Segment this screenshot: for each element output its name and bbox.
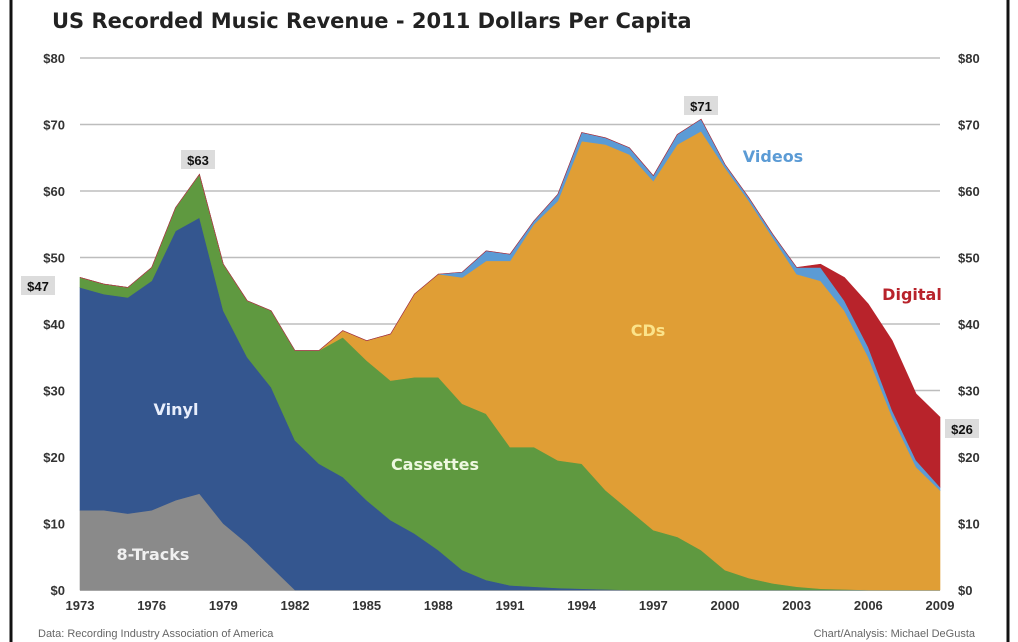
y-tick-label-left: $40	[43, 317, 65, 332]
area-digital	[79, 118, 941, 488]
series-labels: 8-Tracks Vinyl Cassettes CDs Videos Digital	[117, 147, 942, 564]
x-tick-label: 1994	[567, 598, 597, 613]
y-tick-label-left: $80	[43, 51, 65, 66]
y-tick-label-right: $30	[958, 384, 980, 399]
y-tick-label-left: $10	[43, 517, 65, 532]
series-label-cds: CDs	[631, 321, 666, 340]
y-tick-label-right: $10	[958, 517, 980, 532]
series-label-vinyl: Vinyl	[154, 400, 199, 419]
callout-box	[684, 96, 718, 115]
y-tick-label-left: $30	[43, 384, 65, 399]
source-note: Data: Recording Industry Association of …	[38, 628, 274, 640]
callout-box	[945, 419, 979, 438]
y-tick-label-right: $70	[958, 118, 980, 133]
y-tick-label-right: $40	[958, 317, 980, 332]
y-tick-label-left: $50	[43, 251, 65, 266]
x-tick-label: 1988	[424, 598, 453, 613]
x-tick-label: 1979	[209, 598, 238, 613]
y-tick-label-right: $0	[958, 583, 972, 598]
y-tick-label-right: $80	[958, 51, 980, 66]
x-tick-label: 2000	[711, 598, 740, 613]
x-tick-label: 1991	[496, 598, 525, 613]
y-tick-label-right: $20	[958, 450, 980, 465]
y-tick-label-left: $20	[43, 450, 65, 465]
callout-label: $63	[187, 153, 209, 168]
x-tick-label: 1973	[66, 598, 95, 613]
x-tick-label: 2009	[926, 598, 955, 613]
callout-label: $47	[27, 279, 49, 294]
series-label-cassettes: Cassettes	[391, 455, 479, 474]
credit-note: Chart/Analysis: Michael DeGusta	[814, 628, 976, 640]
x-tick-label: 1985	[352, 598, 381, 613]
y-tick-label-right: $60	[958, 184, 980, 199]
value-callouts: $47 $63 $71 $26	[21, 96, 979, 438]
callout-label: $71	[690, 99, 712, 114]
y-tick-label-left: $0	[51, 583, 65, 598]
x-tick-label: 2006	[854, 598, 883, 613]
series-label-videos: Videos	[743, 147, 803, 166]
chart-title: US Recorded Music Revenue - 2011 Dollars…	[52, 9, 692, 33]
x-tick-label: 2003	[782, 598, 811, 613]
y-axis-ticks: $0 $0 $10 $10 $20 $20 $30 $30 $40 $40 $50 $50 $60 $60…	[43, 51, 979, 598]
stacked-areas	[79, 118, 941, 591]
callout-box	[21, 276, 55, 295]
series-label-8-tracks: 8-Tracks	[117, 545, 190, 564]
y-tick-label-left: $60	[43, 184, 65, 199]
series-label-digital: Digital	[882, 285, 942, 304]
callout-box	[181, 150, 215, 169]
x-tick-label: 1982	[281, 598, 310, 613]
callout-label: $26	[951, 422, 973, 437]
x-axis-ticks: 1973 1976 1979 1982 1985 1988 1991 1994 1997 2000…	[66, 598, 955, 613]
x-tick-label: 1997	[639, 598, 668, 613]
y-tick-label-left: $70	[43, 118, 65, 133]
y-tick-label-right: $50	[958, 251, 980, 266]
x-tick-label: 1976	[137, 598, 166, 613]
